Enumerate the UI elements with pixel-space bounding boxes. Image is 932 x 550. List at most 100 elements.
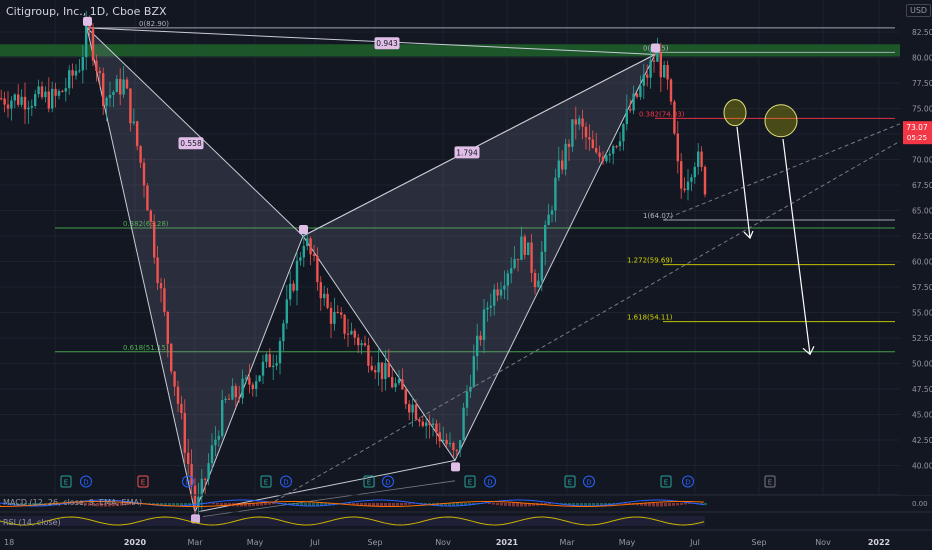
candle-body xyxy=(435,423,438,433)
candle-body xyxy=(295,260,299,291)
candle-body xyxy=(102,73,105,106)
price-tick-label: 40.00 xyxy=(912,462,932,471)
macd-histogram-bar xyxy=(224,503,227,506)
rsi-label: RSI (14, close) xyxy=(3,518,61,527)
time-tick-label: Nov xyxy=(815,538,831,547)
macd-histogram-bar xyxy=(572,503,575,506)
dividend-marker xyxy=(280,475,292,488)
candle-body xyxy=(47,91,50,109)
candle-body xyxy=(312,254,316,256)
candle-body xyxy=(367,345,370,366)
macd-histogram-bar xyxy=(320,503,323,507)
macd-histogram-bar xyxy=(328,503,331,506)
candle-body xyxy=(3,98,6,105)
candle-body xyxy=(632,93,635,111)
macd-histogram-bar xyxy=(468,503,471,506)
candle-body xyxy=(316,255,319,283)
macd-histogram-bar xyxy=(364,503,367,506)
candle-body xyxy=(81,56,84,71)
macd-histogram-bar xyxy=(588,503,591,507)
macd-histogram-bar xyxy=(160,503,163,507)
dividend-marker xyxy=(484,475,496,488)
candle-body xyxy=(391,377,394,388)
macd-histogram-bar xyxy=(268,503,271,505)
chart-title: Citigroup, Inc., 1D, Cboe BZX xyxy=(6,5,167,18)
candle-body xyxy=(217,436,220,440)
candle-body xyxy=(520,236,523,260)
candle-body xyxy=(544,225,547,252)
target-circle-1 xyxy=(723,99,747,127)
macd-histogram-bar xyxy=(28,503,31,507)
macd-histogram-bar xyxy=(228,503,231,506)
candle-body xyxy=(88,25,91,29)
macd-histogram-bar xyxy=(512,503,515,507)
dividend-marker xyxy=(583,475,595,488)
macd-histogram-bar xyxy=(296,503,299,506)
macd-histogram-bar xyxy=(172,503,175,507)
time-tick-label: Jul xyxy=(309,538,320,547)
macd-histogram-bar xyxy=(256,503,259,506)
event-marker-letter: D xyxy=(487,479,492,487)
candle-body xyxy=(129,88,132,124)
candle-body xyxy=(588,137,591,140)
candle-body xyxy=(676,133,679,162)
macd-histogram-bar xyxy=(500,503,503,506)
macd-histogram-bar xyxy=(376,503,379,507)
candle-body xyxy=(190,464,193,486)
macd-histogram-bar xyxy=(380,503,383,507)
candle-body xyxy=(340,312,343,315)
candle-body xyxy=(261,361,265,376)
candle-body xyxy=(462,407,465,441)
candle-body xyxy=(306,238,309,247)
candle-body xyxy=(176,386,180,404)
price-tick-label: 70.00 xyxy=(912,156,932,165)
event-marker-letter: E xyxy=(64,479,68,487)
candle-body xyxy=(496,289,499,296)
candle-body xyxy=(309,238,312,255)
candle-body xyxy=(564,143,567,170)
candle-body xyxy=(163,288,166,312)
candle-body xyxy=(159,283,163,289)
macd-histogram-bar xyxy=(600,503,603,507)
candle-body xyxy=(170,343,173,372)
last-price-countdown: 05:25 xyxy=(907,134,927,142)
dividend-marker xyxy=(382,475,394,488)
candle-body xyxy=(397,379,401,384)
candle-body xyxy=(554,177,557,211)
price-tick-label: 75.00 xyxy=(912,105,932,114)
event-marker-letter: D xyxy=(185,479,190,487)
price-axis: 40.00 42.50 45.00 47.50 50.00 52.50 55.00 57.50… xyxy=(900,0,932,508)
candle-body xyxy=(51,88,54,109)
macd-histogram-bar xyxy=(20,503,23,506)
candle-body xyxy=(292,283,295,291)
macd-histogram-bar xyxy=(388,503,391,507)
price-tick-label: 55.00 xyxy=(912,309,932,318)
candle-body xyxy=(357,337,360,346)
macd-histogram-bar xyxy=(568,503,571,506)
candle-body xyxy=(503,285,506,290)
price-tick-label: 45.00 xyxy=(912,411,932,420)
macd-histogram-bar xyxy=(452,503,455,507)
trendline-base xyxy=(202,480,456,517)
candle-body xyxy=(289,283,292,300)
candle-body xyxy=(105,97,108,106)
macd-histogram-bar xyxy=(96,503,99,507)
candle-body xyxy=(329,307,333,324)
candle-body xyxy=(142,162,146,186)
candle-body xyxy=(574,119,577,125)
event-marker-letter: D xyxy=(685,479,690,487)
macd-histogram-bar xyxy=(92,503,95,507)
macd-histogram-bar xyxy=(104,503,107,507)
macd-histogram-bar xyxy=(700,503,703,505)
event-marker-letter: E xyxy=(568,479,572,487)
event-marker-letter: E xyxy=(264,479,268,487)
candle-body xyxy=(78,70,81,72)
candle-body xyxy=(27,107,30,110)
currency-button[interactable]: USD xyxy=(906,4,932,17)
macd-histogram-bar xyxy=(240,503,243,507)
macd-histogram-bar xyxy=(80,503,83,505)
candle-body xyxy=(98,70,101,74)
candle-body xyxy=(652,60,656,62)
